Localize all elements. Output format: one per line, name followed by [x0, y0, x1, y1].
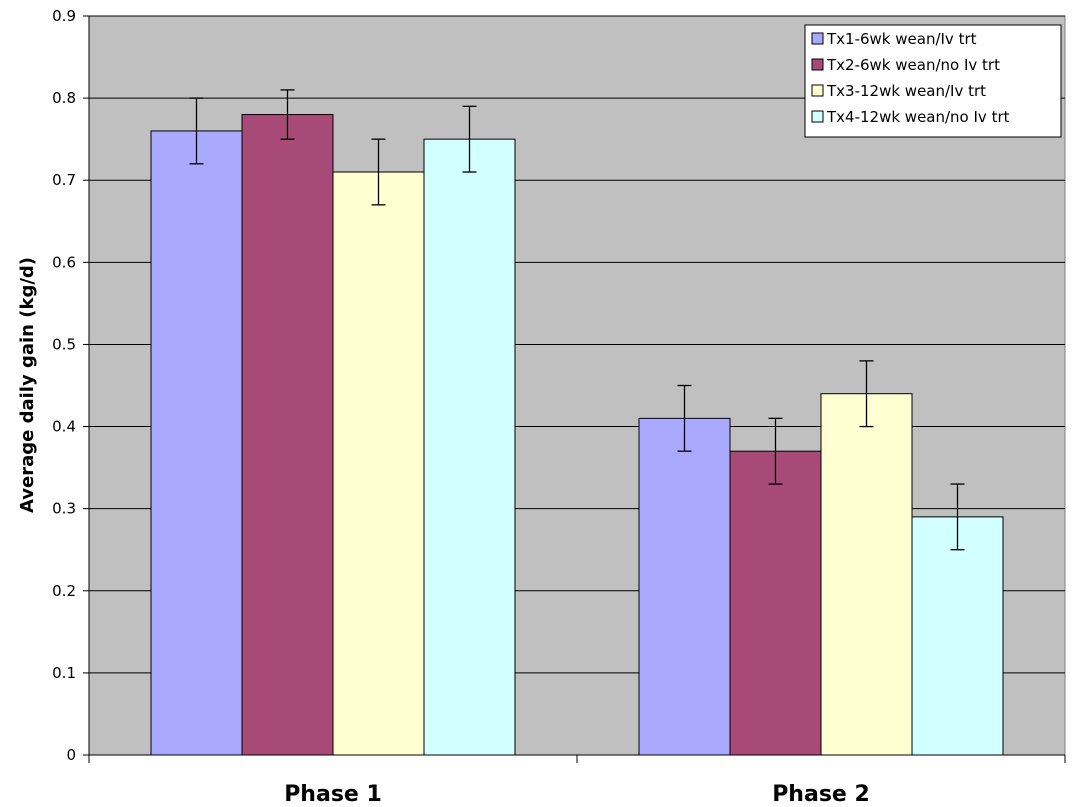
bar [911, 516, 1004, 756]
y-tick-label: 0.8 [52, 89, 76, 107]
legend: Tx1-6wk wean/Iv trt Tx2-6wk wean/no Iv tr… [804, 24, 1062, 138]
legend-box [804, 24, 1062, 138]
x-category-label: Phase 2 [772, 782, 870, 807]
bar [150, 130, 243, 756]
legend-label: Tx3-12wk wean/Iv trt [826, 82, 986, 100]
y-tick-label: 0.2 [52, 582, 76, 600]
bar [241, 114, 334, 756]
axes [83, 15, 1066, 763]
bars [150, 89, 1004, 756]
legend-label: Tx1-6wk wean/Iv trt [826, 30, 977, 48]
bar [332, 171, 425, 756]
y-axis-title: Average daily gain (kg/d) [17, 257, 38, 513]
bar [638, 417, 731, 756]
legend-swatch [811, 32, 824, 45]
x-category-label: Phase 1 [284, 782, 382, 807]
y-tick-label: 0 [66, 746, 76, 764]
legend-label: Tx2-6wk wean/no Iv trt [826, 56, 1000, 74]
legend-swatch [811, 110, 824, 123]
bar [820, 393, 913, 756]
x-category-labels: Phase 1 Phase 2 [284, 782, 870, 807]
bar [423, 138, 516, 756]
bar [729, 450, 822, 756]
y-tick-label: 0.9 [52, 7, 76, 25]
y-tick-labels: 0 0.1 0.2 0.3 0.4 0.5 0.6 0.7 0.8 0.9 [52, 7, 76, 764]
legend-swatch [811, 84, 824, 97]
y-tick-label: 0.4 [52, 418, 76, 436]
y-tick-label: 0.3 [52, 500, 76, 518]
y-tick-label: 0.6 [52, 253, 76, 271]
y-tick-label: 0.1 [52, 664, 76, 682]
y-tick-label: 0.7 [52, 171, 76, 189]
legend-swatch [811, 58, 824, 71]
y-tick-label: 0.5 [52, 335, 76, 353]
legend-label: Tx4-12wk wean/no Iv trt [826, 108, 1010, 126]
